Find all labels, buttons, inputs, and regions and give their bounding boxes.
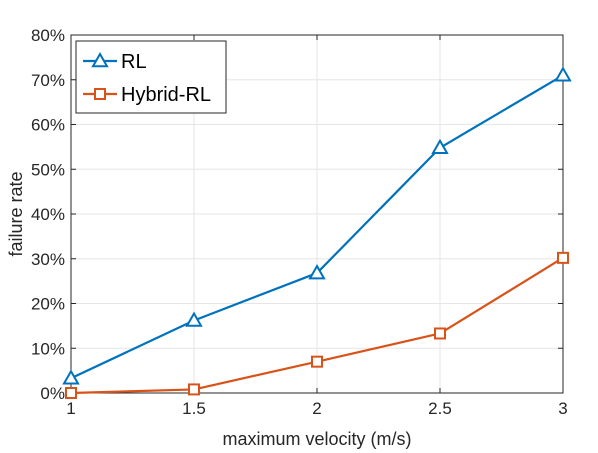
x-tick-label: 1 bbox=[66, 399, 75, 418]
y-tick-label: 20% bbox=[31, 295, 65, 314]
legend-item: Hybrid-RL bbox=[83, 84, 211, 106]
y-tick-label: 10% bbox=[31, 339, 65, 358]
series-rl bbox=[62, 66, 572, 385]
axis-ticks: 1 1.5 2 2.5 30%10%20%30%40%50%60%70%80% bbox=[31, 26, 568, 418]
legend: RL Hybrid-RL bbox=[75, 40, 227, 114]
data-point bbox=[557, 251, 569, 264]
y-tick-label: 50% bbox=[31, 160, 65, 179]
x-axis-label: maximum velocity (m/s) bbox=[222, 429, 411, 449]
data-point bbox=[185, 311, 203, 327]
data-point bbox=[311, 355, 323, 368]
data-point bbox=[188, 383, 200, 396]
data-point bbox=[62, 369, 80, 385]
legend-marker bbox=[91, 51, 109, 68]
data-point bbox=[431, 138, 449, 155]
y-axis-label: failure rate bbox=[6, 171, 26, 256]
data-point bbox=[65, 387, 77, 399]
x-tick-label: 2 bbox=[312, 399, 321, 418]
y-tick-label: 70% bbox=[31, 71, 65, 90]
series-layer bbox=[62, 66, 572, 399]
y-tick-label: 80% bbox=[31, 26, 65, 45]
x-tick-label: 3 bbox=[558, 399, 567, 418]
legend-item: RL bbox=[83, 51, 147, 73]
x-tick-label: 2.5 bbox=[428, 399, 452, 418]
series-hybrid-rl bbox=[65, 251, 569, 399]
x-tick-label: 1.5 bbox=[182, 399, 206, 418]
y-tick-label: 30% bbox=[31, 250, 65, 269]
y-tick-label: 0% bbox=[40, 384, 65, 403]
data-point bbox=[434, 327, 446, 340]
y-tick-label: 40% bbox=[31, 205, 65, 224]
data-point bbox=[308, 264, 326, 280]
data-point bbox=[554, 66, 572, 82]
legend-box bbox=[75, 40, 227, 114]
legend-label: Hybrid-RL bbox=[121, 84, 211, 106]
legend-label: RL bbox=[121, 51, 147, 73]
legend-marker bbox=[94, 88, 106, 100]
y-tick-label: 60% bbox=[31, 116, 65, 135]
